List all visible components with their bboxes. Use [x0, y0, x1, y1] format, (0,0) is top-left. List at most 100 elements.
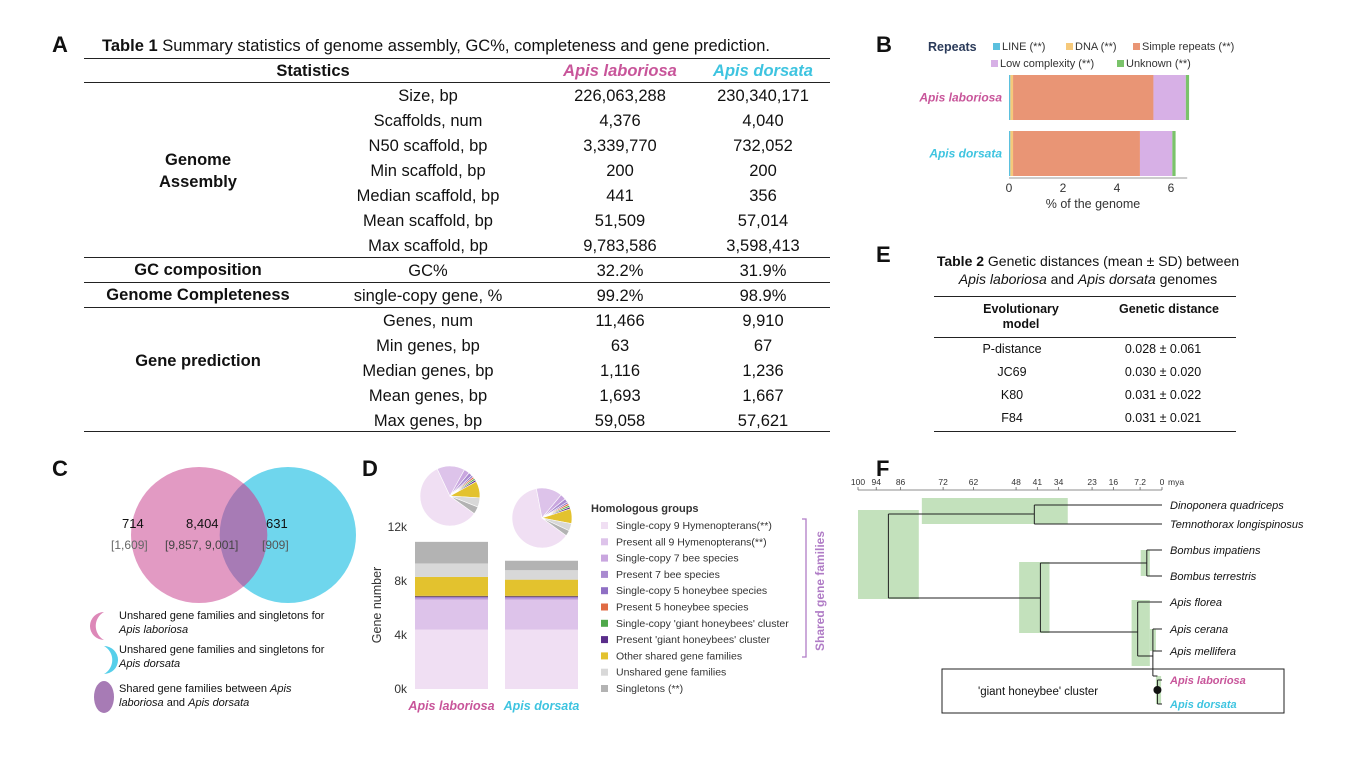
genes-pie-slice — [511, 488, 567, 549]
table1-cell-statistic: Median genes, bp — [362, 362, 494, 380]
table1-cell-laboriosa: 32.2% — [596, 262, 644, 280]
table1-cell-laboriosa: 63 — [610, 337, 630, 355]
venn-legend-dorsata-species: Apis dorsata — [119, 658, 181, 670]
repeats-category-label: Apis dorsata — [928, 147, 1002, 161]
genes-y-label: Gene number — [370, 567, 384, 643]
table1-row: Scaffolds, num 4,376 4,040 — [0, 112, 900, 132]
table1-row: single-copy gene, % 99.2% 98.9% — [0, 287, 900, 307]
table1-cell-statistic: Genes, num — [383, 312, 473, 330]
table2-col-distance: Genetic distance — [1118, 302, 1220, 316]
genes-legend-label: Single-copy 7 bee species — [616, 553, 739, 565]
genes-bar-segment — [505, 570, 578, 580]
table1-cell-dorsata: 31.9% — [739, 262, 787, 280]
table1-cell-statistic: Size, bp — [398, 87, 458, 105]
table1-cell-laboriosa: 200 — [606, 162, 634, 180]
tree-time-tick-label: 48 — [1011, 477, 1021, 487]
table2-cell-distance: 0.031 ± 0.021 — [1124, 411, 1202, 425]
genes-y-tick: 0k — [394, 682, 408, 696]
table1-row: Mean genes, bp 1,693 1,667 — [0, 387, 900, 407]
table1-cell-statistic: N50 scaffold, bp — [368, 137, 488, 155]
giant-honeybee-cluster-label: 'giant honeybee' cluster — [978, 686, 1098, 698]
genes-bar-segment — [505, 629, 578, 689]
table1-cell-dorsata: 1,236 — [742, 362, 784, 380]
tree-taxon-label: Apis mellifera — [1169, 646, 1236, 658]
tree-confidence-interval — [921, 498, 1068, 524]
repeats-bar-segment — [1010, 131, 1014, 176]
giant-honeybee-cluster-box — [941, 668, 1285, 714]
tree-time-tick-label: 72 — [938, 477, 948, 487]
panel-label-c: C — [52, 456, 68, 481]
table1-group-completeness: Genome Completeness — [106, 286, 290, 304]
venn-diagram — [131, 467, 356, 603]
shared-families-label: Shared gene families — [813, 531, 827, 651]
table1-row: Genes, num 11,466 9,910 — [0, 312, 900, 332]
genes-legend-label: Present all 9 Hymenopterans(**) — [616, 536, 767, 548]
table1-cell-laboriosa: 441 — [606, 187, 634, 205]
genes-legend-swatch — [601, 587, 608, 595]
table2-col-model-line2: model — [1002, 317, 1040, 331]
table1-cell-dorsata: 356 — [749, 187, 777, 205]
table1-row: Min scaffold, bp 200 200 — [0, 162, 900, 182]
table1-cell-laboriosa: 1,116 — [599, 362, 641, 380]
genes-legend-swatch — [601, 570, 608, 578]
genes-pie-slice — [419, 468, 475, 527]
crescent-laboriosa-icon — [90, 612, 104, 640]
genes-category-label: Apis laboriosa — [407, 699, 494, 713]
genes-legend-label: Unshared gene families — [616, 667, 726, 679]
genes-legend-swatch — [601, 685, 608, 692]
genes-legend-swatch — [601, 636, 608, 644]
table1-title-text: Summary statistics of genome assembly, G… — [162, 37, 770, 55]
table1-rule-completeness — [84, 282, 830, 283]
tree-time-tick-label: 16 — [1109, 477, 1119, 487]
table2-rule-bottom — [934, 431, 1236, 432]
repeats-legend-label: DNA (**) — [1075, 41, 1117, 53]
repeats-legend-label: Simple repeats (**) — [1142, 41, 1234, 53]
table1-cell-dorsata: 732,052 — [733, 137, 793, 155]
table2-title-bold: Table 2 — [936, 253, 985, 269]
genes-bar-segment — [505, 598, 578, 600]
venn-legend-shared-species2: Apis dorsata — [188, 697, 250, 709]
table1-cell-statistic: Max scaffold, bp — [368, 237, 488, 255]
genes-bar-segment — [415, 595, 488, 597]
table1-cell-dorsata: 98.9% — [739, 287, 787, 305]
table2-title-genomes: genomes — [1155, 271, 1218, 287]
tree-taxon-label: Apis laboriosa — [1169, 675, 1246, 687]
table1-cell-laboriosa: 226,063,288 — [574, 87, 666, 105]
table2-col-model: Evolutionary model — [983, 302, 1059, 332]
tree-taxon-label: Apis florea — [1169, 597, 1222, 609]
tree-taxon-label: Bombus terrestris — [1170, 571, 1257, 583]
repeats-legend-title: Repeats — [928, 40, 977, 54]
tree-time-tick-label: 100 — [851, 477, 865, 487]
table1-cell-laboriosa: 11,466 — [595, 312, 645, 330]
genes-bar-segment — [505, 599, 578, 630]
tree-time-tick-label: 41 — [1033, 477, 1043, 487]
repeats-legend-swatch — [993, 43, 1000, 50]
genes-legend-swatch — [601, 619, 608, 627]
repeats-x-tick: 2 — [1060, 181, 1067, 195]
repeats-bar-segment — [1013, 75, 1154, 120]
repeats-x-label: % of the genome — [1046, 197, 1141, 211]
table1-group-gc: GC composition — [134, 261, 262, 279]
tree-time-tick-label: 94 — [872, 477, 882, 487]
table1-cell-dorsata: 230,340,171 — [717, 87, 809, 105]
table1-cell-statistic: Median scaffold, bp — [356, 187, 500, 205]
table1-cell-statistic: Mean genes, bp — [368, 387, 488, 405]
table1-cell-statistic: single-copy gene, % — [353, 287, 503, 305]
genes-bar-segment — [505, 597, 578, 599]
table1-header-laboriosa: Apis laboriosa — [563, 62, 677, 80]
table1-cell-laboriosa: 59,058 — [594, 412, 646, 430]
table1-title-bold: Table 1 — [102, 37, 158, 55]
table1-group-assembly-line2: Assembly — [159, 173, 237, 191]
table1-cell-dorsata: 3,598,413 — [726, 237, 800, 255]
venn-legend-dorsata-text: Unshared gene families and singletons fo… — [119, 644, 325, 656]
tree-taxon-label: Apis cerana — [1169, 624, 1228, 636]
repeats-chart: Repeats LINE (**) DNA (**) Simple repeats (… — [918, 40, 1234, 211]
tree-taxon-label: Temnothorax longispinosus — [1170, 519, 1304, 531]
table1-row: Size, bp 226,063,288 230,340,171 — [0, 87, 900, 107]
venn-legend-icons — [90, 612, 119, 713]
venn-legend-shared-text: Shared gene families between — [119, 683, 271, 695]
table1-row: GC% 32.2% 31.9% — [0, 262, 900, 282]
giant-honeybee-node-marker — [1153, 686, 1162, 694]
panel-label-a: A — [52, 32, 68, 57]
table1-group-assembly: Genome Assembly — [159, 149, 237, 193]
